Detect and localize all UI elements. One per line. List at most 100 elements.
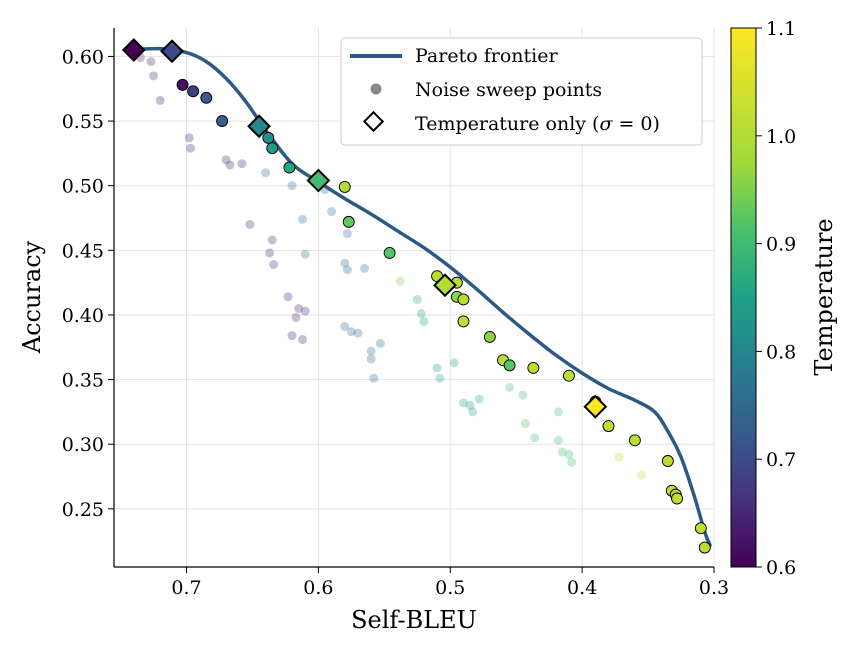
faded-noise-point [185,143,195,153]
y-tick-label: 0.30 [62,434,104,456]
legend: Pareto frontier Noise sweep points Tempe… [340,37,703,146]
faded-noise-point [465,400,475,410]
faded-noise-point [225,160,235,170]
noise-sweep-point [671,492,684,505]
faded-noise-point [346,327,356,337]
y-tick-label: 0.40 [62,305,104,327]
noise-sweep-point [262,131,275,144]
faded-noise-point [287,331,297,341]
noise-sweep-point [457,293,470,306]
faded-noise-point [474,394,484,404]
faded-noise-point [342,265,352,275]
y-tick-label: 0.45 [62,240,104,262]
x-tick-label: 0.4 [567,577,597,599]
faded-noise-point [557,447,567,457]
y-tick-label: 0.35 [62,370,104,392]
temperature-only-marker [583,394,608,419]
faded-noise-point [340,322,350,332]
faded-noise-point [353,328,363,338]
legend-temp-swatch [362,110,385,133]
temperature-only-marker [121,38,146,62]
noise-sweep-point [602,420,615,433]
faded-noise-point [458,398,468,408]
noise-sweep-point [266,142,279,155]
colorbar-gradient [730,27,757,568]
faded-noise-point [300,306,310,316]
colorbar-ticks: 0.6 0.7 0.8 0.9 1.0 1.1 [756,18,796,579]
colorbar-tick-label: 0.9 [766,234,796,256]
temperature-only-marker [247,114,271,139]
faded-noise-point [340,258,350,268]
noise-sweep-point [457,315,470,328]
pareto-frontier [125,46,712,547]
temperature-only-marker [160,39,184,64]
noise-sweep-point [283,161,296,174]
y-tick-label: 0.60 [62,46,104,68]
faded-noise-point [553,407,563,417]
faded-noise-point [375,338,385,348]
noise-sweep-point [176,78,189,91]
faded-noise-point [287,181,297,191]
legend-noise-label: Noise sweep points [415,79,602,101]
faded-noise-point [221,155,231,165]
legend-noise-swatch [370,83,382,95]
y-ticks: 0.25 0.30 0.35 0.40 0.45 0.50 0.55 0.60 [62,46,114,521]
faded-noise-point [291,313,301,323]
noise-sweep-point [342,215,355,228]
noise-sweep-point [503,359,516,372]
x-tick-label: 0.3 [699,577,729,599]
faded-noise-point [237,159,247,169]
faded-noise-point [265,248,275,258]
legend-box [340,37,703,146]
temperature-only-marker [433,273,457,298]
noise-sweep-point [483,330,496,343]
noise-sweep-point [200,91,213,104]
faded-noise-point [298,335,308,345]
y-tick-label: 0.50 [62,176,104,198]
faded-noise-point [636,470,646,480]
faded-noise-point [567,457,577,467]
noise-sweep-point [698,541,711,554]
faded-noise-point [530,433,540,443]
faded-noise-point [505,382,515,392]
noise-sweep-point [527,361,540,374]
faded-noise-point [564,450,574,460]
y-axis-label: Accuracy [18,240,46,354]
colorbar-tick-label: 1.1 [766,18,796,40]
faded-noise-point [184,133,194,143]
faded-noise-point [416,309,426,319]
faded-noise-point [327,207,337,217]
faded-noise-point [261,168,271,178]
faded-noise-point [449,358,459,368]
temperature-only-points [121,38,608,419]
x-tick-label: 0.6 [303,577,333,599]
y-tick-label: 0.55 [62,111,104,133]
faded-noise-point [155,95,165,105]
y-tick-label: 0.25 [62,499,104,521]
faded-noise-point [553,435,563,445]
noise-sweep-point [216,115,229,128]
legend-temp-label: Temperature only (σ = 0) [415,113,660,135]
x-tick-label: 0.7 [171,577,201,599]
temperature-only-marker [306,168,331,193]
colorbar-label: Temperature [810,218,838,375]
noise-sweep-point [694,522,707,535]
colorbar-tick-label: 0.7 [766,449,796,471]
faded-noise-point [283,292,293,302]
faded-noise-point [435,373,445,383]
faded-noise-point [432,363,442,373]
faded-noise-point [298,214,308,224]
pareto-frontier-line [125,46,712,547]
faded-noise-point [342,229,352,239]
colorbar: 0.6 0.7 0.8 0.9 1.0 1.1 Temperature [730,18,838,579]
faded-noise-point [518,390,528,400]
x-axis-label: Self-BLEU [351,606,477,634]
faded-noise-point [269,260,279,270]
faded-noise-point [395,276,405,286]
faded-noise-point [419,316,429,326]
noise-sweep-point [187,85,200,98]
faded-noise-point [468,407,478,417]
faded-noise-point [267,235,277,245]
faded-noise-point [360,263,370,273]
faded-noise-point [369,373,379,383]
